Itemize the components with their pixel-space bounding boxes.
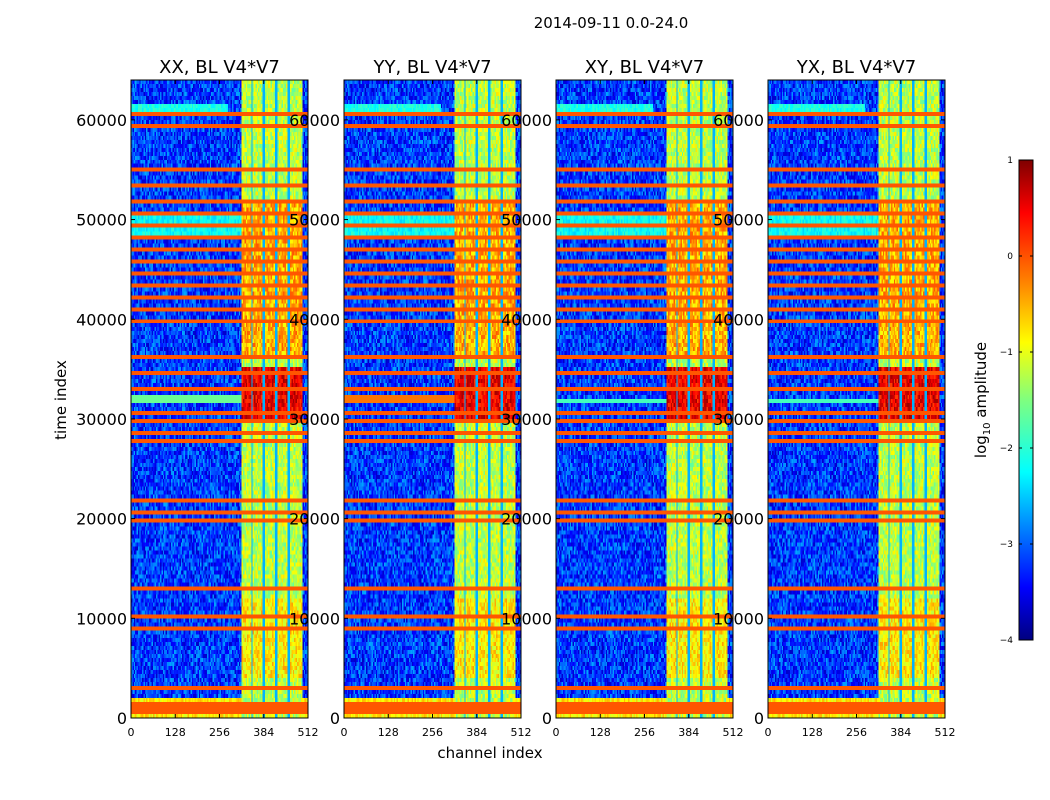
y-tick-label: 40000 [76, 310, 127, 329]
x-axis-label: channel index [437, 744, 542, 762]
panel-title: XX, BL V4*V7 [159, 57, 280, 78]
x-tick-label: 512 [511, 726, 532, 739]
colorbar-tick-label: −4 [1000, 636, 1014, 646]
y-tick-label: 0 [542, 709, 552, 728]
colorbar-gradient [1018, 159, 1034, 641]
y-tick-label: 0 [754, 709, 764, 728]
y-tick-label: 50000 [76, 211, 127, 230]
x-tick-label: 128 [590, 726, 611, 739]
y-tick-label: 0 [330, 709, 340, 728]
colorbar-tick-label: 0 [1007, 252, 1013, 262]
y-tick-label: 0 [117, 709, 127, 728]
y-tick-label: 10000 [76, 609, 127, 628]
heatmap-raster-yx [768, 80, 945, 718]
x-tick-label: 256 [634, 726, 655, 739]
y-tick-label: 10000 [713, 609, 764, 628]
panel-title: XY, BL V4*V7 [585, 57, 704, 78]
heatmap-raster-yy [344, 80, 521, 718]
y-tick-label: 20000 [76, 510, 127, 529]
y-tick-label: 30000 [289, 410, 340, 429]
y-tick-label: 30000 [501, 410, 552, 429]
x-tick-label: 0 [765, 726, 772, 739]
x-tick-label: 256 [209, 726, 230, 739]
colorbar-tick-label: −3 [1000, 540, 1013, 550]
panel-title: YY, BL V4*V7 [372, 57, 491, 78]
panel-yy: YY, BL V4*V7 0 128 256 384 512 0 10000 20000 3000… [289, 57, 531, 739]
y-tick-label: 40000 [501, 310, 552, 329]
panel-xy: XY, BL V4*V7 0 128 256 384 512 0 10000 20000 3000… [501, 57, 743, 739]
x-tick-label: 128 [802, 726, 823, 739]
heatmap-panels: XX, BL V4*V7 0 128 256 384 512 0 10000 20000 3000… [76, 57, 955, 739]
y-tick-label: 20000 [713, 510, 764, 529]
y-tick-label: 30000 [76, 410, 127, 429]
x-tick-label: 0 [128, 726, 135, 739]
heatmap-raster-xx [131, 80, 308, 718]
colorbar-label: log10 amplitude [972, 342, 993, 458]
x-tick-label: 512 [298, 726, 319, 739]
x-tick-label: 512 [723, 726, 744, 739]
heatmap-raster-xy [556, 80, 733, 718]
y-tick-label: 20000 [289, 510, 340, 529]
y-axis-label: time index [52, 360, 70, 440]
y-tick-label: 10000 [501, 609, 552, 628]
x-tick-label: 512 [935, 726, 956, 739]
y-tick-label: 50000 [713, 211, 764, 230]
x-tick-label: 128 [165, 726, 186, 739]
y-tick-label: 20000 [501, 510, 552, 529]
colorbar: 1 0 −1 −2 −3 −4 log10 amplitude [972, 156, 1034, 646]
y-tick-label: 50000 [289, 211, 340, 230]
x-tick-label: 384 [678, 726, 699, 739]
x-tick-label: 256 [422, 726, 443, 739]
y-tick-label: 50000 [501, 211, 552, 230]
x-tick-label: 384 [890, 726, 911, 739]
panel-xx: XX, BL V4*V7 0 128 256 384 512 0 10000 20000 3000… [76, 57, 318, 739]
y-tick-label: 30000 [713, 410, 764, 429]
y-tick-label: 60000 [76, 111, 127, 130]
panel-title: YX, BL V4*V7 [796, 57, 916, 78]
x-tick-label: 128 [378, 726, 399, 739]
y-tick-label: 40000 [713, 310, 764, 329]
colorbar-tick-label: −2 [1000, 444, 1013, 454]
panel-yx: YX, BL V4*V7 0 128 256 384 512 0 10000 20000 3000… [713, 57, 955, 739]
x-tick-label: 384 [466, 726, 487, 739]
colorbar-ticks: 1 0 −1 −2 −3 −4 [1000, 156, 1033, 646]
x-tick-label: 384 [253, 726, 274, 739]
colorbar-tick-label: 1 [1007, 156, 1013, 166]
y-tick-label: 40000 [289, 310, 340, 329]
x-tick-label: 256 [846, 726, 867, 739]
x-tick-label: 0 [553, 726, 560, 739]
y-tick-label: 60000 [713, 111, 764, 130]
colorbar-tick-label: −1 [1000, 348, 1013, 358]
figure-suptitle: 2014-09-11 0.0-24.0 [534, 14, 689, 32]
y-tick-label: 60000 [289, 111, 340, 130]
y-tick-label: 10000 [289, 609, 340, 628]
x-tick-label: 0 [341, 726, 348, 739]
y-tick-label: 60000 [501, 111, 552, 130]
